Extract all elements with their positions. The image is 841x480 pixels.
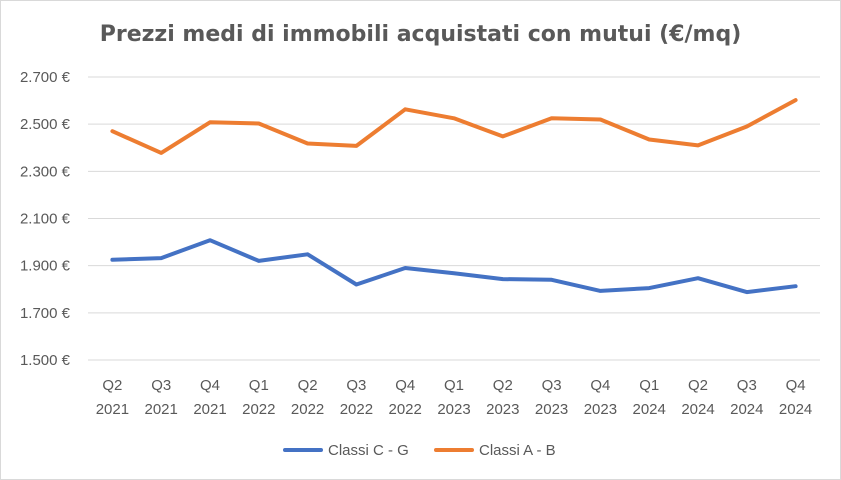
- y-tick-label: 2.300 €: [20, 163, 71, 180]
- x-tick-label-year: 2024: [730, 401, 763, 418]
- legend-label-2: Classi A - B: [479, 442, 556, 459]
- x-tick-label-year: 2021: [96, 401, 129, 418]
- y-tick-label: 1.500 €: [20, 352, 71, 369]
- data-point: [598, 289, 602, 293]
- x-tick-label-quarter: Q1: [444, 377, 464, 394]
- data-point: [403, 107, 407, 111]
- series-line-1: [110, 238, 798, 295]
- data-point: [208, 120, 212, 124]
- y-tick-label: 1.900 €: [20, 258, 71, 275]
- x-tick-label-year: 2023: [486, 401, 519, 418]
- y-tick-label: 1.700 €: [20, 305, 71, 322]
- data-point: [354, 283, 358, 287]
- data-point: [257, 259, 261, 263]
- legend-label-1: Classi C - G: [328, 442, 409, 459]
- x-tick-label-year: 2022: [242, 401, 275, 418]
- data-point: [696, 143, 700, 147]
- data-point: [159, 256, 163, 260]
- data-point: [647, 137, 651, 141]
- x-tick-label-quarter: Q4: [395, 377, 415, 394]
- x-tick-label-year: 2022: [291, 401, 324, 418]
- data-point: [745, 125, 749, 129]
- x-tick-label-quarter: Q2: [102, 377, 122, 394]
- x-tick-label-quarter: Q3: [737, 377, 757, 394]
- data-point: [354, 144, 358, 148]
- data-point: [550, 278, 554, 282]
- data-point: [208, 238, 212, 242]
- x-tick-label-quarter: Q2: [298, 377, 318, 394]
- data-point: [159, 151, 163, 155]
- x-tick-label-quarter: Q3: [346, 377, 366, 394]
- data-point: [696, 276, 700, 280]
- x-tick-label-year: 2024: [681, 401, 714, 418]
- data-point: [110, 129, 114, 133]
- data-point: [794, 98, 798, 102]
- data-point: [501, 134, 505, 138]
- x-tick-label-quarter: Q4: [590, 377, 610, 394]
- y-tick-label: 2.700 €: [20, 69, 71, 86]
- x-tick-label-year: 2022: [389, 401, 422, 418]
- x-tick-label-year: 2024: [779, 401, 812, 418]
- data-point: [794, 284, 798, 288]
- data-point: [745, 290, 749, 294]
- x-tick-label-quarter: Q2: [493, 377, 513, 394]
- x-tick-label-year: 2021: [145, 401, 178, 418]
- x-tick-label-quarter: Q4: [786, 377, 806, 394]
- x-tick-label-year: 2021: [193, 401, 226, 418]
- x-tick-label-quarter: Q3: [151, 377, 171, 394]
- data-point: [306, 252, 310, 256]
- data-point: [452, 271, 456, 275]
- chart-title: Prezzi medi di immobili acquistati con m…: [99, 22, 742, 47]
- x-tick-label-year: 2022: [340, 401, 373, 418]
- data-point: [550, 116, 554, 120]
- y-tick-label: 2.100 €: [20, 211, 71, 228]
- data-point: [501, 277, 505, 281]
- x-tick-label-quarter: Q1: [639, 377, 659, 394]
- data-point: [403, 266, 407, 270]
- x-tick-label-quarter: Q4: [200, 377, 220, 394]
- x-tick-label-year: 2024: [633, 401, 666, 418]
- data-point: [257, 121, 261, 125]
- data-point: [110, 258, 114, 262]
- data-point: [647, 286, 651, 290]
- data-point: [306, 142, 310, 146]
- series-line-2: [110, 98, 798, 155]
- x-tick-label-year: 2023: [584, 401, 617, 418]
- data-point: [452, 116, 456, 120]
- y-tick-label: 2.500 €: [20, 116, 71, 133]
- x-tick-label-quarter: Q3: [542, 377, 562, 394]
- x-tick-label-year: 2023: [437, 401, 470, 418]
- data-point: [598, 117, 602, 121]
- x-tick-label-quarter: Q2: [688, 377, 708, 394]
- x-tick-label-quarter: Q1: [249, 377, 269, 394]
- x-tick-label-year: 2023: [535, 401, 568, 418]
